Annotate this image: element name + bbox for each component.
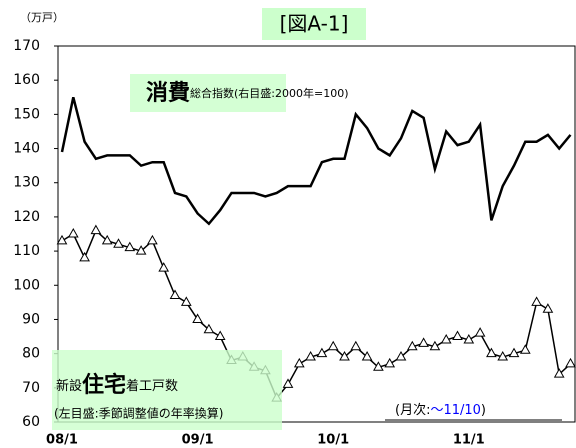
- point-marker: [429, 340, 441, 351]
- point-marker: [553, 368, 565, 378]
- y-tick-label: 150: [13, 106, 40, 122]
- y-tick-label: 160: [13, 72, 40, 88]
- point-marker: [169, 289, 181, 300]
- y-tick-label: 70: [22, 380, 40, 396]
- point-marker: [339, 351, 350, 361]
- point-marker: [101, 234, 113, 245]
- note-part: (月次:: [395, 402, 430, 418]
- series-label-part: 総合指数(右目盛:2000年=100): [190, 86, 349, 100]
- point-marker: [192, 313, 203, 323]
- x-tick-label: 08/1: [46, 433, 78, 448]
- point-marker: [293, 357, 305, 368]
- point-marker: [305, 351, 316, 361]
- point-marker: [474, 327, 486, 337]
- x-tick-label: 10/1: [317, 433, 349, 448]
- point-marker: [124, 241, 136, 252]
- series-label-part: 住宅: [82, 372, 126, 398]
- point-marker: [203, 323, 215, 334]
- plot-frame: [57, 45, 576, 423]
- point-marker: [384, 357, 396, 368]
- series-line: [61, 229, 572, 400]
- y-tick-label: 170: [13, 38, 40, 54]
- y-tick-label: 120: [13, 209, 40, 225]
- point-marker: [158, 262, 170, 272]
- y-tick-label: 80: [22, 346, 40, 362]
- y-tick-label: 100: [13, 277, 40, 293]
- point-marker: [282, 378, 294, 388]
- y-tick-label: 140: [13, 141, 40, 157]
- label-box: [52, 350, 282, 430]
- x-tick-label: 09/1: [182, 433, 214, 448]
- point-marker: [79, 251, 90, 262]
- point-marker: [90, 224, 102, 235]
- series-label-part: 着工戸数: [126, 378, 178, 394]
- y-tick-label: 130: [13, 175, 40, 191]
- label-box: [130, 74, 286, 112]
- point-marker: [350, 340, 362, 351]
- series-label-part: 消費: [146, 81, 190, 106]
- note-part: ～11/10: [430, 403, 480, 418]
- point-marker: [180, 296, 192, 306]
- point-marker: [519, 344, 531, 354]
- y-tick-label: 60: [22, 414, 40, 430]
- point-marker: [56, 234, 68, 245]
- point-marker: [418, 337, 429, 347]
- series-label-part: 新設: [56, 378, 82, 394]
- point-marker: [463, 333, 475, 344]
- series-label: 消費総合指数(右目盛:2000年=100): [146, 81, 349, 106]
- point-marker: [316, 347, 328, 358]
- point-marker: [508, 347, 520, 358]
- x-tick-label: 11/1: [453, 433, 485, 448]
- point-marker: [147, 234, 158, 245]
- y-tick-label: 90: [22, 311, 40, 327]
- point-marker: [361, 351, 373, 361]
- chart-title: [図A-1]: [280, 12, 349, 36]
- point-marker: [486, 347, 497, 358]
- point-marker: [373, 361, 384, 371]
- point-marker: [542, 303, 554, 313]
- note-part: ): [481, 403, 486, 418]
- point-marker: [395, 351, 407, 361]
- y-tick-label: 110: [13, 243, 40, 259]
- series-subtitle: (左目盛:季節調整値の年率換算): [54, 406, 223, 421]
- point-marker: [67, 227, 79, 238]
- series-line: [60, 96, 572, 226]
- point-marker: [440, 333, 452, 344]
- point-marker: [214, 330, 226, 341]
- point-marker: [497, 351, 509, 361]
- note: (月次:～11/10): [395, 402, 486, 418]
- point-marker: [327, 340, 339, 351]
- y-unit: （万戸）: [20, 11, 64, 24]
- point-marker: [406, 340, 418, 351]
- point-marker: [452, 330, 463, 341]
- point-marker: [531, 296, 542, 306]
- point-marker: [113, 238, 124, 248]
- series-label: 新設住宅着工戸数: [56, 372, 178, 398]
- point-marker: [565, 357, 576, 368]
- point-marker: [135, 245, 147, 255]
- title-box: [262, 8, 366, 40]
